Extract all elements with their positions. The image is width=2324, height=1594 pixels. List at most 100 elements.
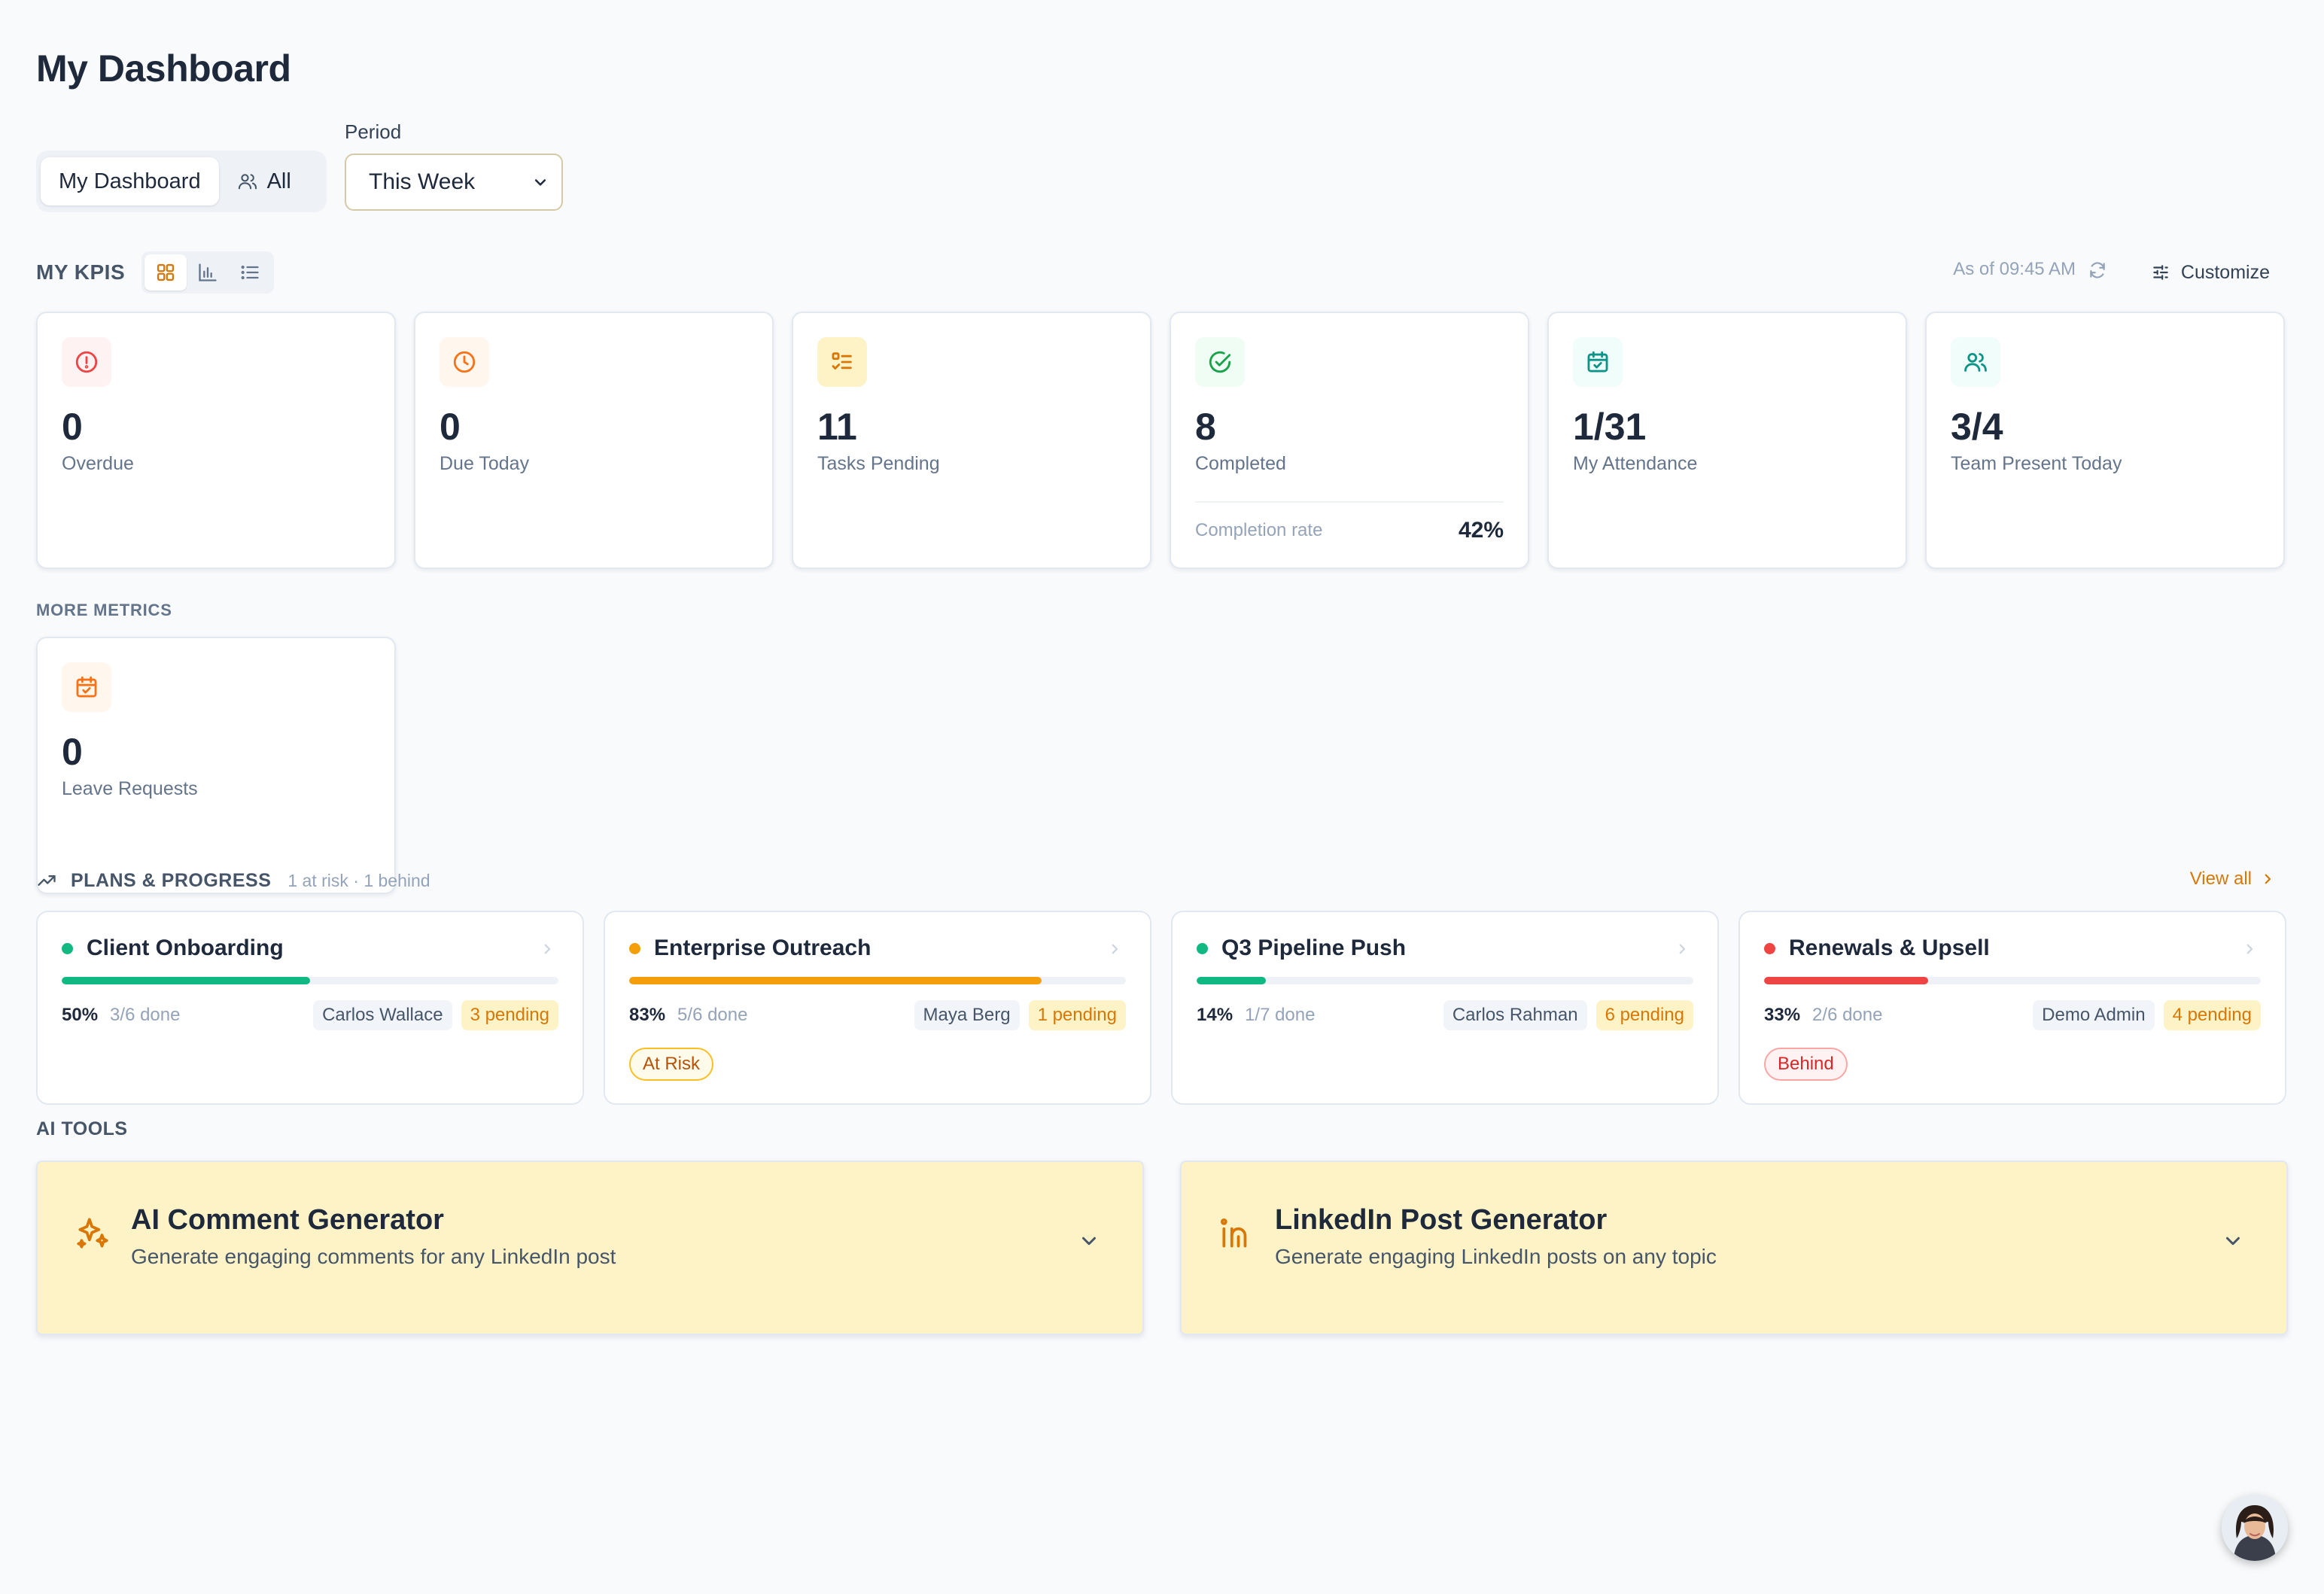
plan-pending: 3 pending (461, 1000, 558, 1030)
check-circle-icon (1209, 351, 1231, 373)
assistant-avatar[interactable] (2222, 1495, 2288, 1561)
kpi-value: 8 (1195, 406, 1216, 448)
customize-button[interactable]: Customize (2133, 254, 2288, 291)
plans-meta: 1 at risk · 1 behind (287, 870, 430, 890)
kpi-value: 3/4 (1951, 406, 2003, 448)
sparkles-icon (77, 1218, 108, 1249)
users-icon (1964, 352, 1987, 372)
grid-icon (157, 263, 175, 281)
period-select[interactable]: This Week (345, 154, 563, 211)
chart-view-button[interactable] (187, 254, 229, 291)
kpi-card-completed[interactable]: 8 Completed Completion rate 42% (1170, 312, 1529, 569)
progress-track (1764, 977, 2261, 984)
my-dashboard-tab-label: My Dashboard (59, 169, 201, 193)
progress-fill (629, 977, 1042, 984)
progress-fill (1197, 977, 1267, 984)
completion-rate-row: Completion rate 42% (1195, 501, 1504, 543)
kpi-card-attendance[interactable]: 1/31 My Attendance (1547, 312, 1907, 569)
plan-name: Client Onboarding (87, 935, 284, 960)
refresh-button[interactable] (2088, 260, 2107, 284)
list-icon (241, 265, 259, 280)
linkedin-icon (1220, 1218, 1247, 1248)
kpi-label: My Attendance (1573, 453, 1698, 474)
behind-badge: Behind (1764, 1048, 1848, 1081)
status-dot (62, 942, 73, 954)
chevron-down-icon[interactable] (1078, 1230, 1100, 1252)
more-metrics-title: MORE METRICS (36, 601, 172, 619)
chevron-right-icon (544, 944, 551, 954)
kpi-icon-box (1573, 337, 1623, 387)
completion-rate-value: 42% (1458, 518, 1504, 543)
kpi-section-title: MY KPIS (36, 260, 126, 284)
progress-fill (1764, 977, 1928, 984)
chevron-right-icon (1679, 944, 1686, 954)
all-tab[interactable]: All (219, 157, 309, 205)
alert-circle-icon (75, 351, 98, 373)
status-dot (629, 942, 640, 954)
kpi-view-toggle (141, 251, 274, 294)
at-risk-badge: At Risk (629, 1048, 714, 1081)
plans-grid: Client Onboarding 50% 3/6 done Carlos Wa… (36, 911, 2288, 1105)
plan-done-count: 3/6 done (110, 1005, 181, 1025)
kpi-header: MY KPIS As of 09:45 AM Customize (36, 251, 2288, 294)
ai-tool-name: LinkedIn Post Generator (1275, 1204, 1608, 1236)
kpi-card-overdue[interactable]: 0 Overdue (36, 312, 396, 569)
progress-track (62, 977, 558, 984)
completion-rate-label: Completion rate (1195, 520, 1323, 540)
kpi-value: 11 (817, 406, 857, 448)
my-dashboard-tab[interactable]: My Dashboard (41, 157, 219, 205)
trending-up-icon (38, 875, 56, 886)
period-selected-value: This Week (369, 169, 476, 194)
list-view-button[interactable] (229, 254, 271, 291)
kpi-label: Overdue (62, 453, 134, 474)
plan-percent: 33% (1764, 1005, 1801, 1025)
kpi-icon-box (62, 337, 111, 387)
plan-card[interactable]: Client Onboarding 50% 3/6 done Carlos Wa… (36, 911, 584, 1105)
plan-percent: 50% (62, 1005, 99, 1025)
plan-pending: 1 pending (1028, 1000, 1126, 1030)
kpi-value: 0 (62, 731, 83, 773)
plan-owner: Carlos Wallace (313, 1000, 452, 1030)
avatar-portrait (2222, 1495, 2288, 1561)
plan-percent: 83% (629, 1005, 666, 1025)
kpi-card-tasks-pending[interactable]: 11 Tasks Pending (792, 312, 1151, 569)
period-label: Period (345, 120, 402, 143)
ai-tools-grid: AI Comment Generator Generate engaging c… (36, 1161, 2288, 1335)
kpi-icon-box (1951, 337, 2000, 387)
view-all-label: View all (2189, 868, 2252, 889)
kpi-label: Leave Requests (62, 778, 198, 799)
ai-tools-title: AI TOOLS (36, 1118, 128, 1139)
customize-label: Customize (2180, 261, 2270, 283)
kpi-value: 1/31 (1573, 406, 1647, 448)
dashboard-switcher: My Dashboard All (36, 151, 327, 212)
plan-owner: Maya Berg (914, 1000, 1020, 1030)
kpi-card-team-present[interactable]: 3/4 Team Present Today (1925, 312, 2285, 569)
plan-card[interactable]: Renewals & Upsell 33% 2/6 done Demo Admi… (1738, 911, 2286, 1105)
page-title: My Dashboard (36, 47, 291, 90)
kpi-icon-box (817, 337, 867, 387)
plan-percent: 14% (1197, 1005, 1233, 1025)
plan-card[interactable]: Q3 Pipeline Push 14% 1/7 done Carlos Rah… (1171, 911, 1719, 1105)
plan-pending: 4 pending (2163, 1000, 2261, 1030)
kpi-label: Due Today (440, 453, 530, 474)
kpi-card-leave-requests[interactable]: 0 Leave Requests (36, 637, 396, 894)
calendar-check-icon (76, 676, 97, 698)
plan-card[interactable]: Enterprise Outreach 83% 5/6 done Maya Be… (604, 911, 1151, 1105)
kpi-icon-box (1195, 337, 1245, 387)
bar-chart-icon (199, 263, 217, 281)
grid-view-button[interactable] (144, 254, 187, 291)
plan-done-count: 5/6 done (677, 1005, 748, 1025)
refresh-icon (2090, 262, 2105, 278)
progress-track (629, 977, 1126, 984)
kpi-value: 0 (62, 406, 83, 448)
ai-tool-card-post-generator[interactable]: LinkedIn Post Generator Generate engagin… (1180, 1161, 2288, 1335)
users-icon (238, 174, 257, 190)
chevron-down-icon[interactable] (2222, 1230, 2244, 1252)
kpi-label: Team Present Today (1951, 453, 2122, 474)
sliders-icon (2153, 265, 2168, 280)
view-all-link[interactable]: View all (2190, 868, 2288, 890)
plan-name: Enterprise Outreach (654, 935, 872, 960)
kpi-label: Completed (1195, 453, 1286, 474)
kpi-card-due-today[interactable]: 0 Due Today (414, 312, 774, 569)
ai-tool-card-comment-generator[interactable]: AI Comment Generator Generate engaging c… (36, 1161, 1144, 1335)
